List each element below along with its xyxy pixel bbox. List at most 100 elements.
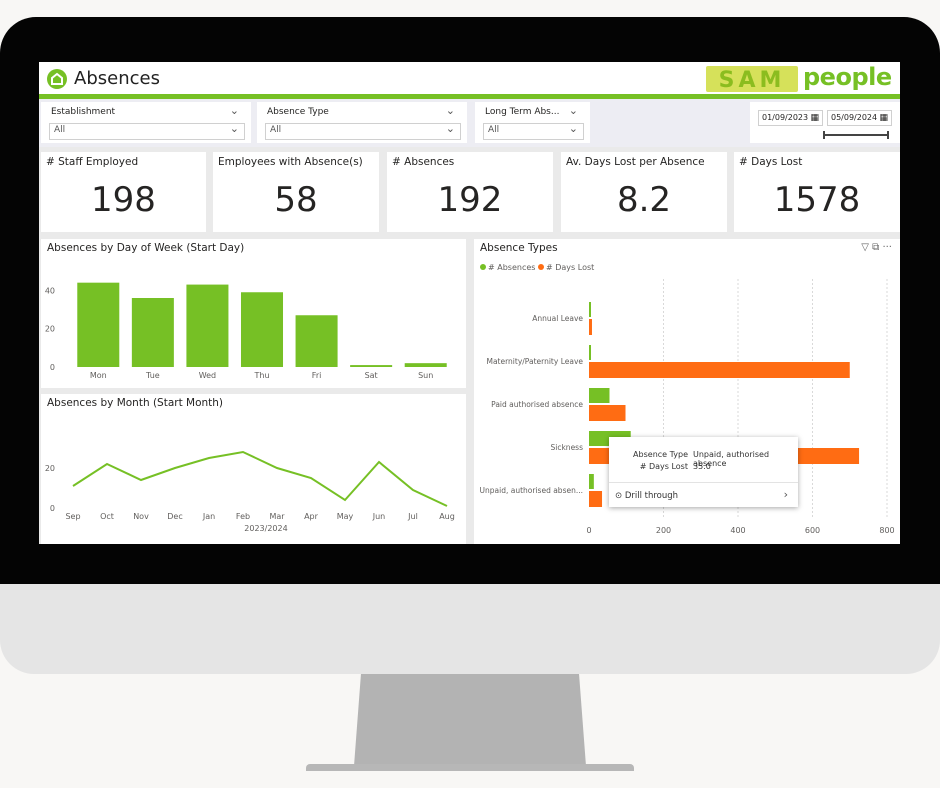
report-header: Absences SAM people — [39, 62, 900, 94]
kpi-value: 192 — [437, 180, 503, 220]
slicer-value: All — [270, 125, 282, 135]
establishment-slicer[interactable]: Establishment ⌄ All ⌄ — [41, 102, 251, 143]
bar-wed — [186, 284, 229, 367]
month-chart-panel[interactable]: Absences by Month (Start Month) 0 20 Sep Oc… — [41, 394, 466, 544]
y-tick-label: 0 — [50, 504, 55, 513]
kpi-value: 8.2 — [616, 180, 672, 220]
bar-days-lost — [589, 491, 603, 507]
chevron-down-icon[interactable]: ⌄ — [568, 104, 578, 117]
logo-sam-text: SAM — [719, 68, 786, 92]
date-range-slider[interactable] — [823, 131, 889, 139]
bar-days-lost — [589, 362, 850, 378]
start-date-value: 01/09/2023 — [762, 113, 809, 122]
calendar-icon[interactable]: ▦ — [810, 113, 819, 123]
slicer-label: Long Term Abs... — [485, 107, 560, 117]
bar-mon — [77, 282, 120, 367]
bar-thu — [240, 292, 284, 367]
bar-days-lost — [589, 319, 592, 335]
day-of-week-chart-panel[interactable]: Absences by Day of Week (Start Day) 0 20 4… — [41, 239, 466, 388]
chart-title: Absence Types — [480, 242, 558, 254]
x-tick-label: Jan — [202, 512, 215, 521]
long-term-absence-dropdown[interactable]: All ⌄ — [483, 122, 584, 140]
tooltip-divider — [609, 482, 798, 483]
tooltip-key-absence-type: Absence Type — [633, 450, 688, 459]
filter-icon[interactable]: ▽ — [861, 242, 869, 253]
calendar-icon[interactable]: ▦ — [879, 113, 888, 123]
more-options-icon[interactable]: ··· — [882, 242, 892, 253]
x-tick-label: Jun — [372, 512, 386, 521]
monitor-stand-base — [306, 764, 634, 771]
x-tick-label: Thu — [253, 371, 269, 380]
drill-through-label: Drill through — [624, 491, 679, 501]
x-tick-label: Sun — [418, 371, 433, 380]
focus-mode-icon[interactable]: ⧉ — [872, 242, 880, 253]
start-date-input[interactable]: 01/09/2023 ▦ — [758, 110, 823, 126]
legend-marker-absences — [480, 264, 486, 270]
establishment-dropdown[interactable]: All ⌄ — [49, 122, 245, 140]
kpi-card-staff-employed: # Staff Employed 198 — [41, 152, 206, 232]
legend-label-absences: # Absences — [488, 263, 535, 272]
bar-days-lost — [589, 405, 626, 421]
x-tick-label: 0 — [586, 526, 591, 535]
header-accent-bar — [39, 94, 900, 99]
tooltip-value-days-lost: 35.0 — [693, 462, 711, 471]
bar-sat — [350, 365, 393, 367]
x-tick-label: 200 — [656, 526, 671, 535]
date-range-slicer[interactable]: 01/09/2023 ▦ 05/09/2024 ▦ — [750, 102, 900, 143]
x-tick-label: Mon — [90, 371, 107, 380]
long-term-absence-slicer[interactable]: Long Term Abs... ⌄ All ⌄ — [475, 102, 590, 143]
x-tick-label: Fri — [312, 371, 322, 380]
visual-header-icons: ▽ ⧉ ··· — [861, 242, 892, 253]
category-label: Paid authorised absence — [491, 400, 583, 409]
sam-logo: SAM — [706, 66, 798, 92]
x-tick-label: Dec — [167, 512, 182, 521]
x-tick-label: 800 — [879, 526, 894, 535]
tooltip-key-days-lost: # Days Lost — [639, 462, 688, 471]
x-tick-label: Oct — [100, 512, 114, 521]
month-chart[interactable]: 0 20 Sep Oct Nov Dec Jan Feb Mar Apr May Jun Jul Aug 2… — [41, 394, 466, 544]
chevron-down-icon[interactable]: ⌄ — [229, 122, 239, 135]
chevron-down-icon[interactable]: ⌄ — [445, 104, 455, 117]
monitor-stand — [354, 674, 586, 766]
chevron-right-icon[interactable]: › — [783, 488, 788, 501]
page-title: Absences — [74, 68, 160, 89]
kpi-label: # Days Lost — [739, 156, 803, 168]
kpi-card-absences: # Absences 192 — [387, 152, 553, 232]
y-tick-label: 20 — [45, 325, 55, 334]
kpi-card-avg-days-lost: Av. Days Lost per Absence 8.2 — [561, 152, 727, 232]
chevron-down-icon[interactable]: ⌄ — [568, 122, 578, 135]
bar-absences — [589, 302, 591, 317]
chevron-down-icon[interactable]: ⌄ — [445, 122, 455, 135]
bar-absences — [589, 388, 610, 403]
x-tick-label: Apr — [304, 512, 319, 521]
chart-tooltip: Absence Type Unpaid, authorised absence … — [609, 437, 798, 507]
kpi-label: # Staff Employed — [46, 156, 139, 168]
day-of-week-chart[interactable]: 0 20 40 Mon Tue Wed Thu Fri Sat Sun — [41, 239, 466, 388]
bar-fri — [295, 315, 338, 367]
kpi-value: 198 — [91, 180, 156, 220]
people-logo: people — [803, 63, 892, 91]
category-label: Unpaid, authorised absen... — [480, 486, 583, 495]
category-label: Annual Leave — [532, 314, 583, 323]
absence-type-slicer[interactable]: Absence Type ⌄ All ⌄ — [257, 102, 467, 143]
tooltip-value-absence-type: Unpaid, authorised absence — [693, 450, 770, 468]
legend-marker-days-lost — [538, 264, 544, 270]
chart-title: Absences by Month (Start Month) — [47, 397, 224, 409]
bar-tue — [131, 298, 174, 367]
home-icon[interactable] — [47, 69, 67, 89]
monitor-chin — [0, 584, 940, 674]
slicer-label: Absence Type — [267, 107, 329, 117]
drill-through-button[interactable]: ⊙ Drill through — [615, 491, 678, 501]
x-tick-label: Mar — [269, 512, 285, 521]
absence-type-dropdown[interactable]: All ⌄ — [265, 122, 461, 140]
chevron-down-icon[interactable]: ⌄ — [229, 104, 239, 117]
x-tick-label: Jul — [407, 512, 418, 521]
kpi-card-days-lost: # Days Lost 1578 — [734, 152, 900, 232]
y-tick-label: 20 — [45, 464, 55, 473]
end-date-input[interactable]: 05/09/2024 ▦ — [827, 110, 892, 126]
x-tick-label: May — [337, 512, 354, 521]
x-tick-label: Feb — [236, 512, 250, 521]
x-tick-label: Tue — [145, 371, 160, 380]
x-tick-label: Sat — [365, 371, 378, 380]
legend-label-days-lost: # Days Lost — [546, 263, 594, 272]
